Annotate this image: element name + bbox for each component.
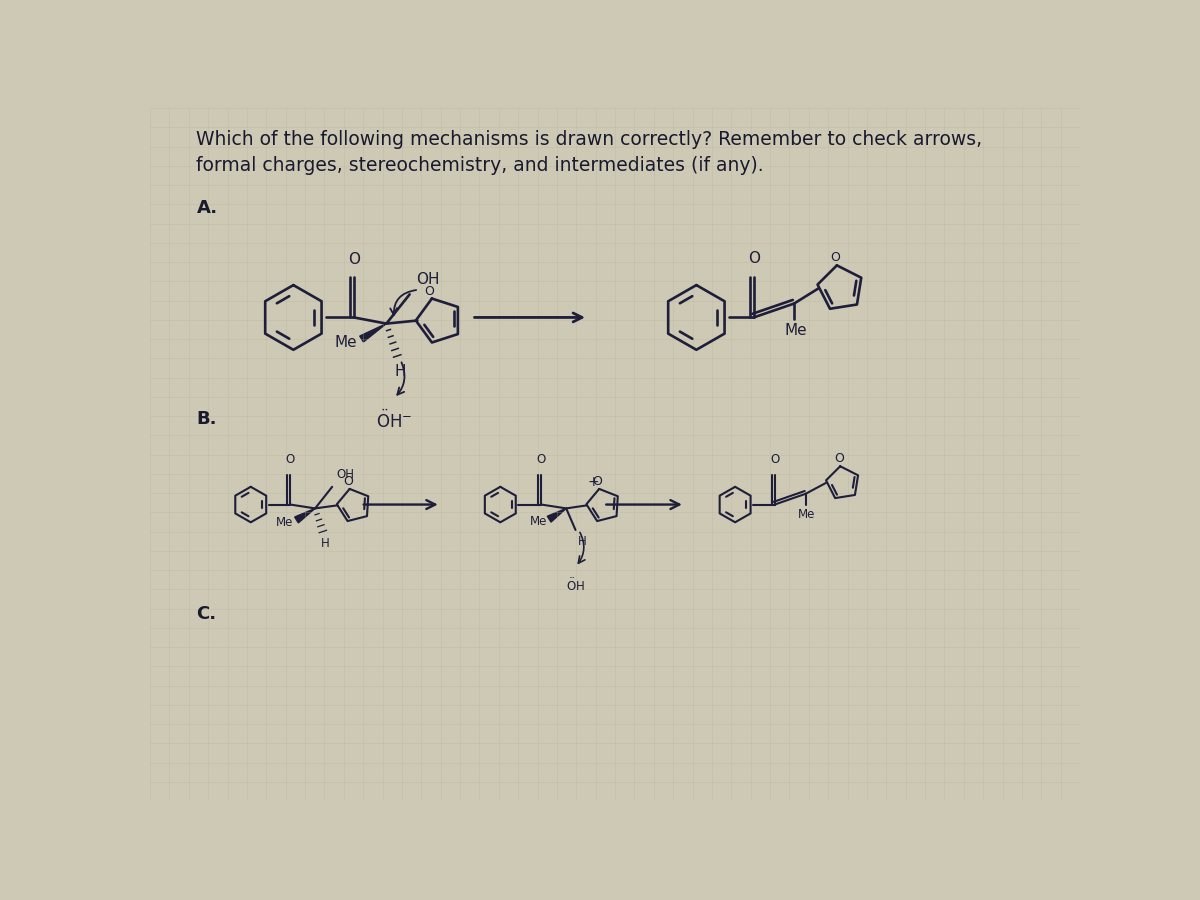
Text: Me: Me <box>276 516 294 529</box>
Text: O: O <box>343 475 353 488</box>
Text: O: O <box>834 452 844 465</box>
Text: $\mathregular{\ddot{O}}$H$^{-}$: $\mathregular{\ddot{O}}$H$^{-}$ <box>376 410 413 432</box>
Text: H: H <box>578 535 587 547</box>
Text: Me: Me <box>785 323 806 338</box>
Text: O: O <box>770 453 779 466</box>
Text: O: O <box>348 252 360 267</box>
Text: B.: B. <box>197 410 217 427</box>
Text: H: H <box>395 364 406 379</box>
Polygon shape <box>547 508 566 522</box>
Text: OH: OH <box>416 272 439 286</box>
Text: O: O <box>830 251 841 265</box>
Text: O: O <box>536 453 546 466</box>
Polygon shape <box>295 508 316 523</box>
Polygon shape <box>360 324 386 342</box>
Text: O: O <box>425 284 434 298</box>
Text: +: + <box>588 475 599 490</box>
Text: O: O <box>748 251 760 266</box>
Text: O: O <box>286 453 295 466</box>
Text: A.: A. <box>197 199 217 217</box>
Text: $\mathregular{\ddot{O}}$H: $\mathregular{\ddot{O}}$H <box>566 578 584 594</box>
Text: O: O <box>593 475 602 488</box>
Text: Me: Me <box>798 508 815 520</box>
Text: formal charges, stereochemistry, and intermediates (if any).: formal charges, stereochemistry, and int… <box>197 156 764 175</box>
Text: H: H <box>320 537 330 550</box>
Text: C.: C. <box>197 605 217 623</box>
Text: Me: Me <box>529 515 547 528</box>
Text: Me: Me <box>335 335 356 349</box>
Text: Which of the following mechanisms is drawn correctly? Remember to check arrows,: Which of the following mechanisms is dra… <box>197 130 983 148</box>
Text: OH: OH <box>337 468 355 482</box>
